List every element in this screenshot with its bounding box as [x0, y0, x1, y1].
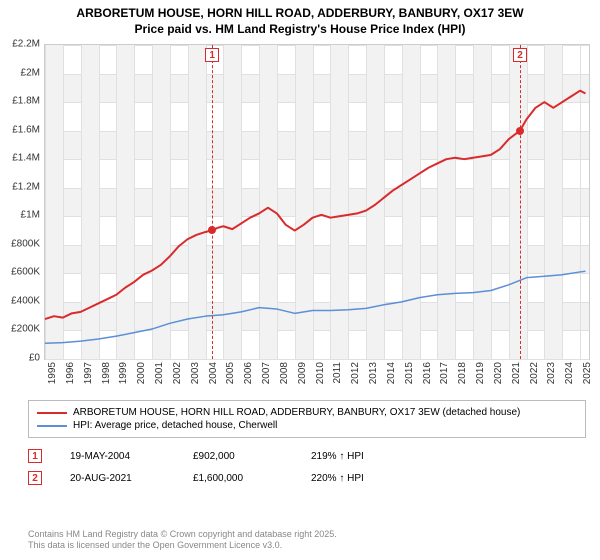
footer-attribution: Contains HM Land Registry data © Crown c… — [28, 529, 337, 552]
ytick-label: £1.4M — [0, 153, 40, 164]
sales-table: 1 19-MAY-2004 £902,000 219% ↑ HPI 2 20-A… — [28, 445, 586, 489]
legend-label-property: ARBORETUM HOUSE, HORN HILL ROAD, ADDERBU… — [73, 407, 520, 418]
chart-container: ARBORETUM HOUSE, HORN HILL ROAD, ADDERBU… — [0, 0, 600, 560]
xtick-label: 2011 — [332, 362, 343, 384]
xtick-label: 2007 — [261, 362, 272, 384]
xtick-label: 2013 — [368, 362, 379, 384]
xtick-label: 2005 — [225, 362, 236, 384]
xtick-label: 2006 — [243, 362, 254, 384]
sale-price-2: £1,600,000 — [193, 473, 283, 484]
footer-line-1: Contains HM Land Registry data © Crown c… — [28, 529, 337, 539]
xtick-label: 2000 — [136, 362, 147, 384]
ytick-label: £1.8M — [0, 96, 40, 107]
xtick-label: 2014 — [386, 362, 397, 384]
ytick-label: £2.2M — [0, 39, 40, 50]
xtick-label: 2022 — [529, 362, 540, 384]
xtick-label: 1995 — [47, 362, 58, 384]
xtick-label: 2025 — [582, 362, 593, 384]
sale-marker-1: 1 — [28, 449, 42, 463]
xtick-label: 1998 — [101, 362, 112, 384]
sale-pct-2: 220% ↑ HPI — [311, 473, 364, 484]
xtick-label: 2018 — [457, 362, 468, 384]
xtick-label: 1996 — [65, 362, 76, 384]
ytick-label: £0 — [0, 353, 40, 364]
xtick-label: 2010 — [315, 362, 326, 384]
legend: ARBORETUM HOUSE, HORN HILL ROAD, ADDERBU… — [28, 400, 586, 438]
xtick-label: 2024 — [564, 362, 575, 384]
xtick-label: 2009 — [297, 362, 308, 384]
legend-label-hpi: HPI: Average price, detached house, Cher… — [73, 420, 277, 431]
sale-date-1: 19-MAY-2004 — [70, 451, 165, 462]
xtick-label: 2001 — [154, 362, 165, 384]
xtick-label: 2015 — [404, 362, 415, 384]
marker-box: 1 — [205, 48, 219, 62]
xtick-label: 2023 — [546, 362, 557, 384]
sale-date-2: 20-AUG-2021 — [70, 473, 165, 484]
ytick-label: £1M — [0, 210, 40, 221]
xtick-label: 2008 — [279, 362, 290, 384]
xtick-label: 1997 — [83, 362, 94, 384]
ytick-label: £400K — [0, 295, 40, 306]
ytick-label: £600K — [0, 267, 40, 278]
xtick-label: 2002 — [172, 362, 183, 384]
plot-area: 12 — [44, 44, 590, 360]
xtick-label: 1999 — [118, 362, 129, 384]
ytick-label: £800K — [0, 238, 40, 249]
chart-title: ARBORETUM HOUSE, HORN HILL ROAD, ADDERBU… — [0, 0, 600, 39]
sale-row-2: 2 20-AUG-2021 £1,600,000 220% ↑ HPI — [28, 467, 586, 489]
legend-row-hpi: HPI: Average price, detached house, Cher… — [37, 419, 577, 432]
ytick-label: £1.6M — [0, 124, 40, 135]
ytick-label: £1.2M — [0, 181, 40, 192]
marker-box: 2 — [513, 48, 527, 62]
xtick-label: 2012 — [350, 362, 361, 384]
ytick-label: £2M — [0, 67, 40, 78]
xtick-label: 2003 — [190, 362, 201, 384]
title-line-1: ARBORETUM HOUSE, HORN HILL ROAD, ADDERBU… — [76, 6, 523, 20]
ytick-label: £200K — [0, 324, 40, 335]
xtick-label: 2020 — [493, 362, 504, 384]
footer-line-2: This data is licensed under the Open Gov… — [28, 540, 282, 550]
xtick-label: 2016 — [422, 362, 433, 384]
sale-pct-1: 219% ↑ HPI — [311, 451, 364, 462]
legend-swatch-property — [37, 412, 67, 414]
xtick-label: 2019 — [475, 362, 486, 384]
xtick-label: 2017 — [439, 362, 450, 384]
sale-price-1: £902,000 — [193, 451, 283, 462]
xtick-label: 2004 — [208, 362, 219, 384]
xtick-label: 2021 — [511, 362, 522, 384]
sale-marker-2: 2 — [28, 471, 42, 485]
sale-row-1: 1 19-MAY-2004 £902,000 219% ↑ HPI — [28, 445, 586, 467]
line-series-svg — [45, 45, 589, 359]
title-line-2: Price paid vs. HM Land Registry's House … — [135, 22, 466, 36]
chart-area: 12 £0£200K£400K£600K£800K£1M£1.2M£1.4M£1… — [0, 40, 600, 395]
legend-row-property: ARBORETUM HOUSE, HORN HILL ROAD, ADDERBU… — [37, 406, 577, 419]
legend-swatch-hpi — [37, 425, 67, 427]
